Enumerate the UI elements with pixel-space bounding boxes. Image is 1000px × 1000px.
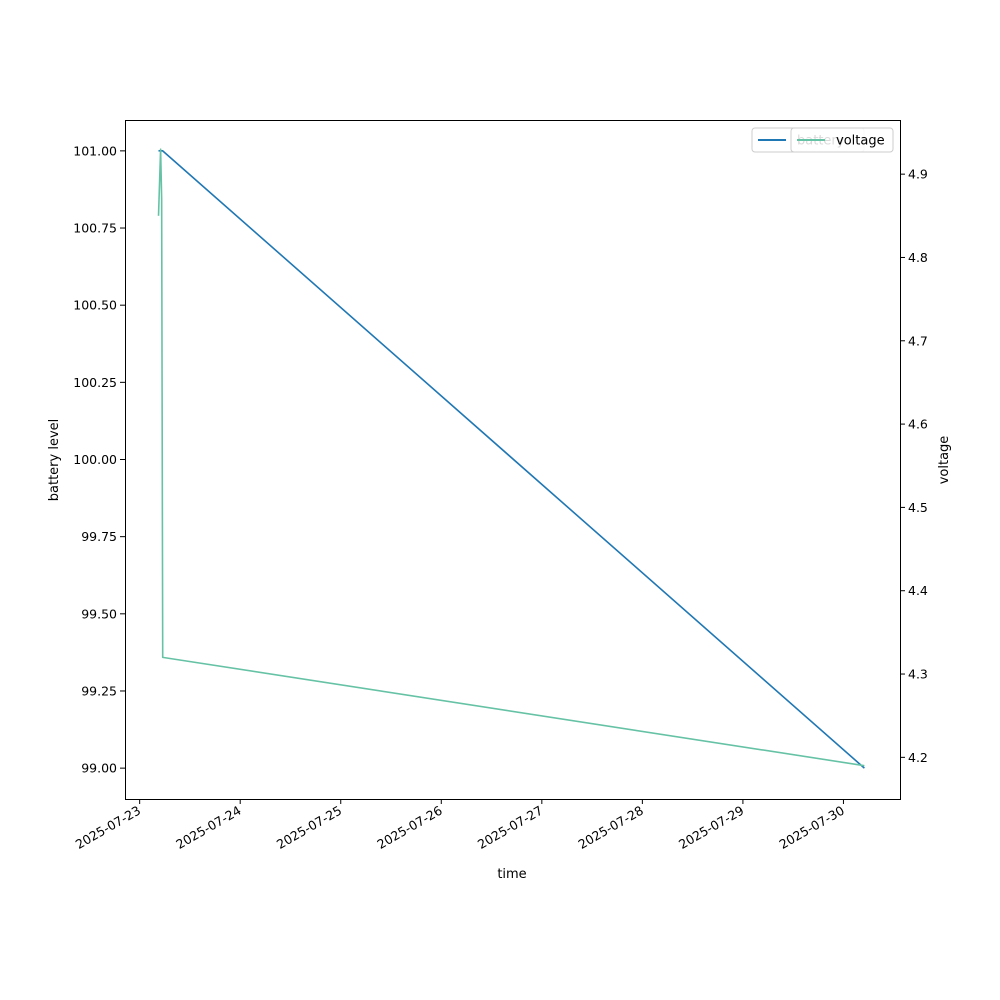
x-tick-label: 2025-07-26 xyxy=(374,803,444,852)
x-axis: 2025-07-23 2025-07-24 2025-07-25 2025-07-26… xyxy=(73,799,847,852)
y2-tick-label: 4.8 xyxy=(908,250,928,265)
x-tick-label: 2025-07-28 xyxy=(575,803,645,852)
x-tick-label: 2025-07-30 xyxy=(777,803,847,852)
y-tick-label: 100.75 xyxy=(73,221,117,236)
y2-tick-label: 4.3 xyxy=(908,667,928,682)
series-line-battery xyxy=(158,150,865,769)
y-tick-label: 100.25 xyxy=(73,375,117,390)
y-tick-label: 100.00 xyxy=(73,452,117,467)
y2-tick-label: 4.7 xyxy=(908,333,928,348)
y2-tick-label: 4.9 xyxy=(908,167,928,182)
y2-tick-label: 4.6 xyxy=(908,417,928,432)
x-tick-label: 2025-07-27 xyxy=(475,803,545,852)
y-tick-label: 100.50 xyxy=(73,298,117,313)
y-axis-left: 99.00 99.25 99.50 99.75 100.00 100.25 100.50 10… xyxy=(73,143,125,776)
y-axis-right: 4.2 4.3 4.4 4.5 4.6 4.7 4.8 4.9 xyxy=(900,167,928,765)
y-axis-label: battery level xyxy=(47,419,62,502)
plot-frame xyxy=(125,120,901,800)
x-tick-label: 2025-07-23 xyxy=(73,803,143,852)
y-tick-label: 101.00 xyxy=(73,143,117,158)
y-tick-label: 99.75 xyxy=(81,529,117,544)
x-tick-label: 2025-07-24 xyxy=(173,803,243,852)
legend-voltage: voltage xyxy=(790,127,894,153)
y2-axis-label: voltage xyxy=(937,436,952,485)
series-layer xyxy=(157,148,865,769)
series-line-voltage xyxy=(157,148,865,767)
x-axis-label: time xyxy=(497,867,526,882)
legend-label-voltage: voltage xyxy=(836,134,885,149)
x-tick-label: 2025-07-25 xyxy=(274,803,344,852)
y-tick-label: 99.50 xyxy=(81,606,117,621)
x-tick-label: 2025-07-29 xyxy=(676,803,746,852)
y2-tick-label: 4.4 xyxy=(908,583,928,598)
y-tick-label: 99.00 xyxy=(81,761,117,776)
y-tick-label: 99.25 xyxy=(81,683,117,698)
y2-tick-label: 4.2 xyxy=(908,750,928,765)
y2-tick-label: 4.5 xyxy=(908,500,928,515)
